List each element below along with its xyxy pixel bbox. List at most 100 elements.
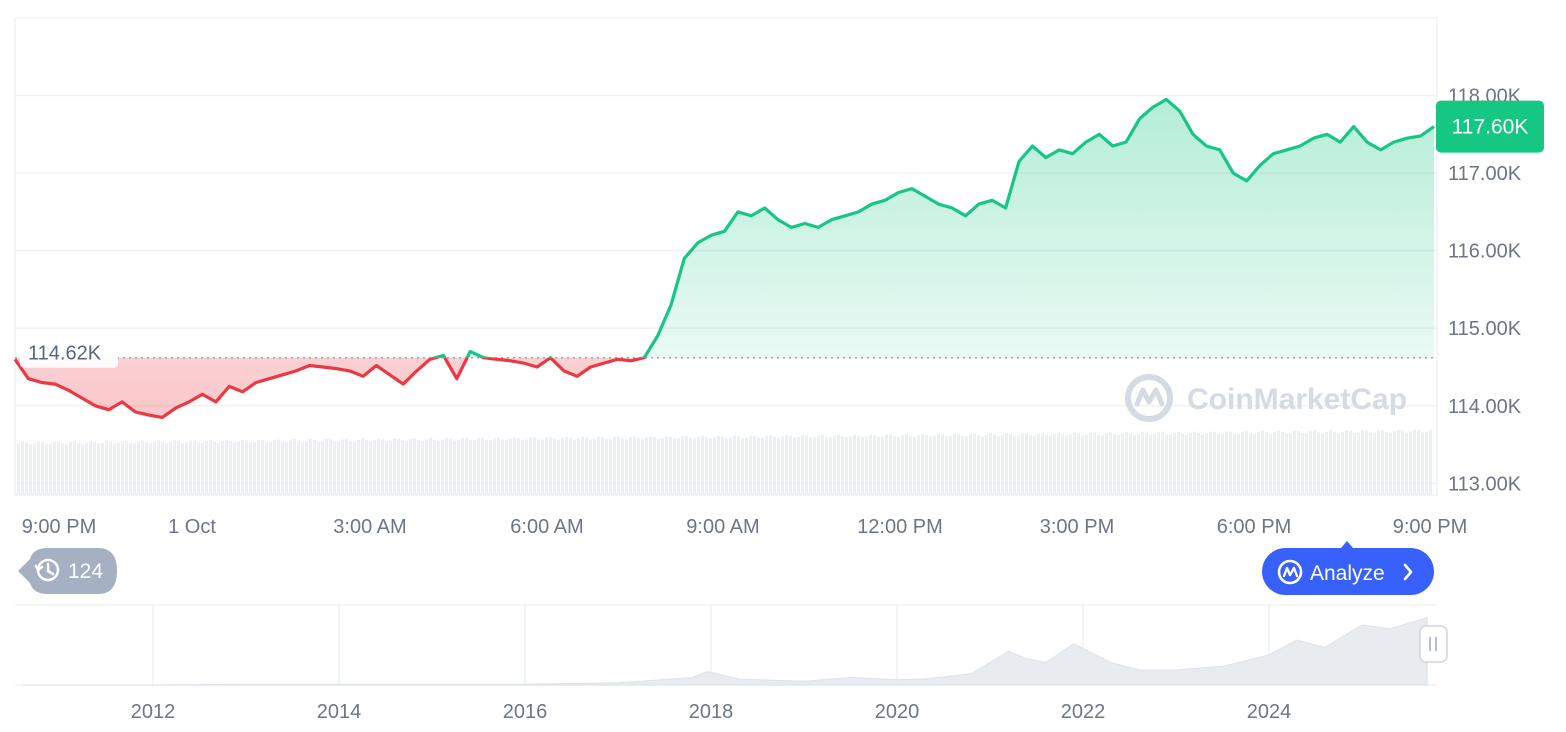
analyze-logo-icon: [1277, 559, 1303, 585]
volume-bar: [905, 434, 908, 495]
volume-bar: [1217, 434, 1220, 495]
volume-bar: [797, 436, 800, 495]
volume-bar: [157, 440, 160, 495]
volume-bar: [189, 440, 192, 495]
x-tick-label: 9:00 PM: [1393, 516, 1467, 538]
volume-bar: [405, 440, 408, 495]
analyze-button[interactable]: Analyze: [1262, 541, 1434, 595]
volume-bar: [1349, 431, 1352, 495]
volume-bars: [17, 429, 1432, 495]
volume-bar: [665, 436, 668, 495]
volume-bar: [445, 437, 448, 495]
volume-bar: [1061, 433, 1064, 495]
volume-bar: [701, 435, 704, 495]
volume-bar: [821, 434, 824, 495]
volume-bar: [497, 437, 500, 495]
volume-bar: [481, 437, 484, 495]
volume-bar: [1181, 433, 1184, 495]
volume-bar: [113, 443, 116, 495]
volume-bar: [833, 435, 836, 495]
volume-bar: [429, 438, 432, 495]
volume-bar: [825, 436, 828, 495]
volume-bar: [937, 433, 940, 495]
volume-bar: [1049, 435, 1052, 495]
volume-bar: [789, 436, 792, 495]
volume-bar: [333, 441, 336, 495]
navigator-handle[interactable]: [1419, 625, 1448, 663]
volume-bar: [193, 440, 196, 495]
volume-bar: [345, 438, 348, 495]
volume-bar: [781, 436, 784, 495]
volume-bar: [849, 435, 852, 495]
volume-bar: [513, 437, 516, 495]
volume-bar: [1277, 430, 1280, 495]
volume-bar: [1133, 434, 1136, 495]
volume-bar: [141, 440, 144, 495]
volume-bar: [1109, 432, 1112, 495]
volume-bar: [473, 440, 476, 495]
price-line-down: [13, 357, 647, 419]
volume-bar: [581, 436, 584, 495]
volume-bar: [241, 439, 244, 495]
volume-bar: [21, 441, 24, 495]
volume-bar: [1089, 432, 1092, 495]
volume-bar: [617, 436, 620, 495]
history-count: 124: [68, 560, 103, 583]
volume-bar: [657, 438, 660, 495]
volume-bar: [1069, 434, 1072, 495]
volume-bar: [1377, 430, 1380, 495]
volume-bar: [745, 437, 748, 495]
volume-bar: [401, 440, 404, 495]
volume-bar: [317, 441, 320, 495]
volume-bar: [149, 443, 152, 495]
volume-bar: [1005, 433, 1008, 495]
volume-bar: [1253, 433, 1256, 495]
volume-bar: [453, 440, 456, 495]
volume-bar: [1033, 435, 1036, 495]
volume-bar: [633, 436, 636, 495]
volume-bar: [505, 440, 508, 495]
history-badge[interactable]: 124: [18, 548, 117, 594]
area-fill-down: [15, 357, 645, 418]
volume-bar: [417, 440, 420, 495]
volume-bar: [421, 441, 424, 495]
overview-navigator[interactable]: 2012 2014 2016 2018 2020 2022 2024: [15, 604, 1448, 723]
volume-bar: [197, 442, 200, 495]
volume-bar: [1017, 435, 1020, 495]
volume-bar: [177, 440, 180, 495]
volume-bar: [337, 441, 340, 495]
volume-bar: [681, 436, 684, 495]
volume-bar: [1173, 432, 1176, 495]
volume-bar: [73, 441, 76, 495]
volume-bar: [1421, 432, 1424, 495]
baseline-label: 114.62K: [20, 337, 118, 368]
volume-bar: [89, 440, 92, 495]
volume-bar: [641, 439, 644, 495]
volume-bar: [1381, 430, 1384, 495]
overview-year-label: 2024: [1247, 701, 1292, 723]
volume-bar: [1225, 431, 1228, 495]
volume-bar: [81, 443, 84, 495]
volume-bar: [357, 439, 360, 495]
volume-bar: [573, 439, 576, 495]
volume-bar: [525, 439, 528, 495]
volume-bar: [561, 438, 564, 495]
volume-bar: [461, 438, 464, 495]
volume-bar: [165, 443, 168, 495]
volume-bar: [621, 438, 624, 495]
volume-bar: [793, 437, 796, 495]
volume-bar: [977, 435, 980, 495]
volume-bar: [1237, 433, 1240, 495]
volume-bar: [761, 438, 764, 495]
volume-bar: [809, 437, 812, 495]
overview-year-label: 2012: [131, 701, 176, 723]
volume-bar: [1249, 433, 1252, 495]
overview-year-label: 2022: [1061, 701, 1106, 723]
x-tick-label: 3:00 AM: [333, 516, 406, 538]
volume-bar: [813, 437, 816, 495]
volume-bar: [625, 439, 628, 495]
volume-bar: [1233, 433, 1236, 495]
volume-bar: [45, 443, 48, 495]
volume-bar: [1025, 433, 1028, 495]
volume-bar: [689, 437, 692, 495]
